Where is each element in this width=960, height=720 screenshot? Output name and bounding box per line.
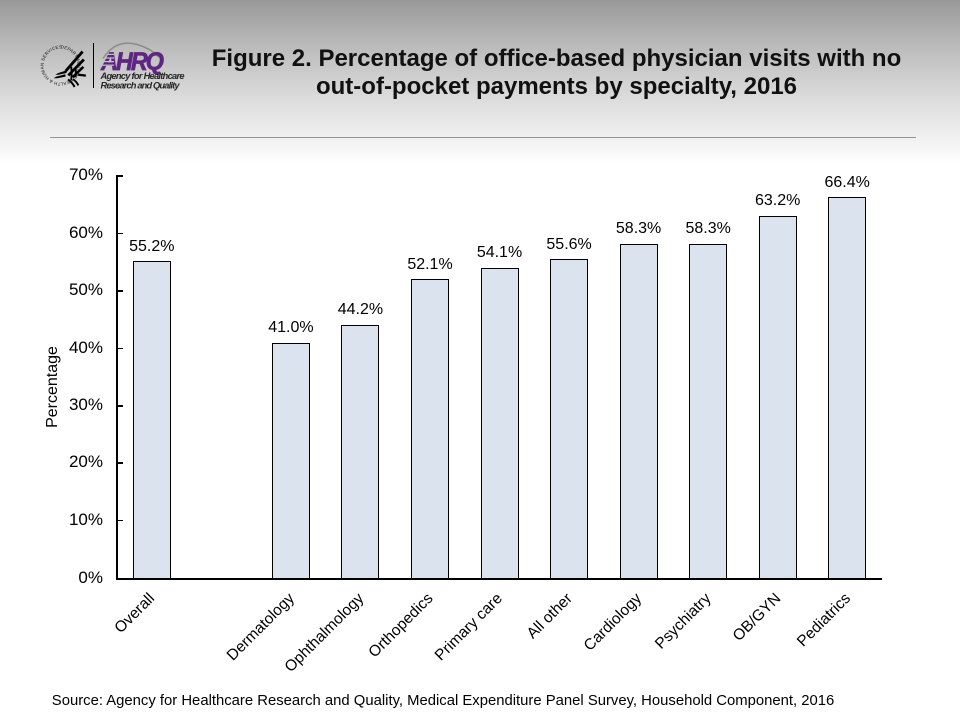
svg-text:Research and Quality: Research and Quality	[101, 81, 181, 91]
svg-text:Agency for Healthcare: Agency for Healthcare	[100, 71, 185, 81]
svg-text:AHRQ: AHRQ	[100, 48, 164, 76]
